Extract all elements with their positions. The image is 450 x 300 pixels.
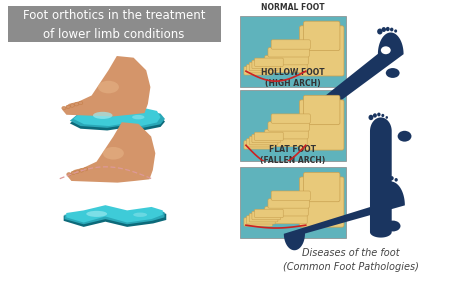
FancyBboxPatch shape <box>252 212 280 220</box>
FancyBboxPatch shape <box>255 209 283 218</box>
Ellipse shape <box>394 29 397 33</box>
Ellipse shape <box>93 112 112 119</box>
FancyBboxPatch shape <box>300 177 344 227</box>
Ellipse shape <box>74 103 79 106</box>
Polygon shape <box>284 182 405 250</box>
FancyBboxPatch shape <box>261 137 307 147</box>
FancyBboxPatch shape <box>255 58 283 67</box>
Polygon shape <box>70 113 165 130</box>
Text: Foot orthotics in the treatment
of lower limb conditions: Foot orthotics in the treatment of lower… <box>23 9 205 41</box>
Ellipse shape <box>377 112 381 116</box>
Ellipse shape <box>386 116 388 119</box>
Ellipse shape <box>133 213 147 217</box>
FancyBboxPatch shape <box>252 60 280 69</box>
Text: HOLLOW FOOT
(HIGH ARCH): HOLLOW FOOT (HIGH ARCH) <box>261 68 325 88</box>
Text: Diseases of the foot
(Common Foot Pathologies): Diseases of the foot (Common Foot Pathol… <box>283 248 419 272</box>
FancyBboxPatch shape <box>255 132 283 141</box>
FancyBboxPatch shape <box>249 136 278 145</box>
Ellipse shape <box>386 68 400 78</box>
Polygon shape <box>64 207 165 224</box>
Ellipse shape <box>376 177 382 184</box>
Polygon shape <box>62 56 150 116</box>
FancyBboxPatch shape <box>300 100 344 150</box>
FancyBboxPatch shape <box>265 56 308 65</box>
FancyBboxPatch shape <box>265 130 308 139</box>
Ellipse shape <box>382 27 386 32</box>
FancyBboxPatch shape <box>268 48 309 57</box>
Ellipse shape <box>369 115 373 120</box>
FancyBboxPatch shape <box>271 114 310 123</box>
Ellipse shape <box>377 28 382 34</box>
Polygon shape <box>370 117 392 238</box>
FancyBboxPatch shape <box>247 216 275 224</box>
Ellipse shape <box>132 115 144 119</box>
Polygon shape <box>63 208 166 227</box>
FancyBboxPatch shape <box>247 64 275 73</box>
Text: FLAT FOOT
(FALLEN ARCH): FLAT FOOT (FALLEN ARCH) <box>260 145 325 165</box>
Polygon shape <box>285 32 404 143</box>
FancyBboxPatch shape <box>249 214 278 222</box>
FancyBboxPatch shape <box>244 218 273 226</box>
Ellipse shape <box>86 211 107 217</box>
Ellipse shape <box>84 167 88 171</box>
FancyBboxPatch shape <box>271 191 310 200</box>
Ellipse shape <box>71 171 75 175</box>
FancyBboxPatch shape <box>252 134 280 143</box>
FancyBboxPatch shape <box>239 167 346 238</box>
Ellipse shape <box>98 81 119 93</box>
Ellipse shape <box>385 220 400 232</box>
FancyBboxPatch shape <box>239 90 346 161</box>
Ellipse shape <box>103 147 124 160</box>
Polygon shape <box>67 122 155 183</box>
Ellipse shape <box>381 176 386 181</box>
Ellipse shape <box>66 105 70 109</box>
Polygon shape <box>70 110 165 128</box>
Ellipse shape <box>390 176 394 180</box>
Ellipse shape <box>79 101 83 105</box>
Ellipse shape <box>390 28 393 31</box>
Polygon shape <box>73 107 161 126</box>
Ellipse shape <box>373 113 377 118</box>
Ellipse shape <box>386 27 390 31</box>
FancyBboxPatch shape <box>304 95 340 125</box>
Ellipse shape <box>79 169 84 172</box>
Ellipse shape <box>385 175 390 180</box>
Ellipse shape <box>75 170 79 173</box>
FancyBboxPatch shape <box>247 139 275 147</box>
FancyBboxPatch shape <box>9 6 221 42</box>
Ellipse shape <box>67 172 71 176</box>
Ellipse shape <box>381 46 391 54</box>
FancyBboxPatch shape <box>261 63 307 73</box>
FancyBboxPatch shape <box>304 172 340 202</box>
FancyBboxPatch shape <box>268 199 309 208</box>
FancyBboxPatch shape <box>261 214 307 224</box>
FancyBboxPatch shape <box>249 62 278 71</box>
Ellipse shape <box>395 178 398 181</box>
FancyBboxPatch shape <box>271 40 310 49</box>
Ellipse shape <box>62 106 66 110</box>
FancyBboxPatch shape <box>244 141 273 149</box>
Text: NORMAL FOOT: NORMAL FOOT <box>261 3 325 12</box>
Ellipse shape <box>70 104 74 107</box>
Ellipse shape <box>398 131 411 142</box>
FancyBboxPatch shape <box>239 16 346 87</box>
FancyBboxPatch shape <box>304 21 340 51</box>
FancyBboxPatch shape <box>268 122 309 131</box>
Polygon shape <box>66 205 163 223</box>
FancyBboxPatch shape <box>265 207 308 216</box>
Ellipse shape <box>381 114 384 117</box>
FancyBboxPatch shape <box>300 26 344 76</box>
FancyBboxPatch shape <box>244 67 273 75</box>
